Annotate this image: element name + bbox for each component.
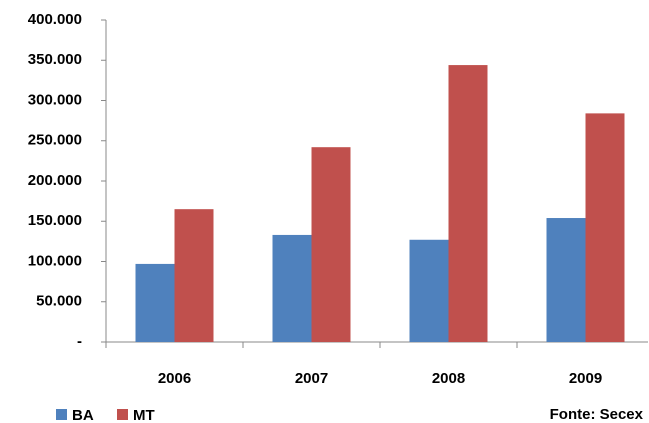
y-tick-label: 100.000 — [28, 252, 82, 269]
y-tick-label: 250.000 — [28, 132, 82, 149]
y-tick-label: 400.000 — [28, 11, 82, 28]
legend-swatch — [117, 409, 128, 420]
legend-label: BA — [72, 407, 94, 423]
y-tick-label: 350.000 — [28, 51, 82, 68]
bar — [174, 209, 214, 342]
x-tick-label: 2006 — [158, 370, 191, 387]
bar — [585, 113, 625, 342]
source-note: Fonte: Secex — [550, 406, 644, 423]
y-tick-label: 200.000 — [28, 172, 82, 189]
bar — [135, 263, 175, 342]
y-tick-label: - — [77, 333, 82, 350]
x-tick-label: 2008 — [432, 370, 465, 387]
y-tick-label: 50.000 — [36, 293, 82, 310]
legend-label: MT — [133, 407, 155, 423]
x-tick-label: 2007 — [295, 370, 328, 387]
legend-swatch — [56, 409, 67, 420]
y-tick-label: 300.000 — [28, 91, 82, 108]
bar — [311, 147, 351, 342]
bar — [272, 234, 312, 342]
x-tick-label: 2009 — [569, 370, 602, 387]
bar — [448, 65, 488, 342]
y-tick-label: 150.000 — [28, 212, 82, 229]
bar — [409, 239, 449, 342]
bar — [546, 218, 586, 342]
